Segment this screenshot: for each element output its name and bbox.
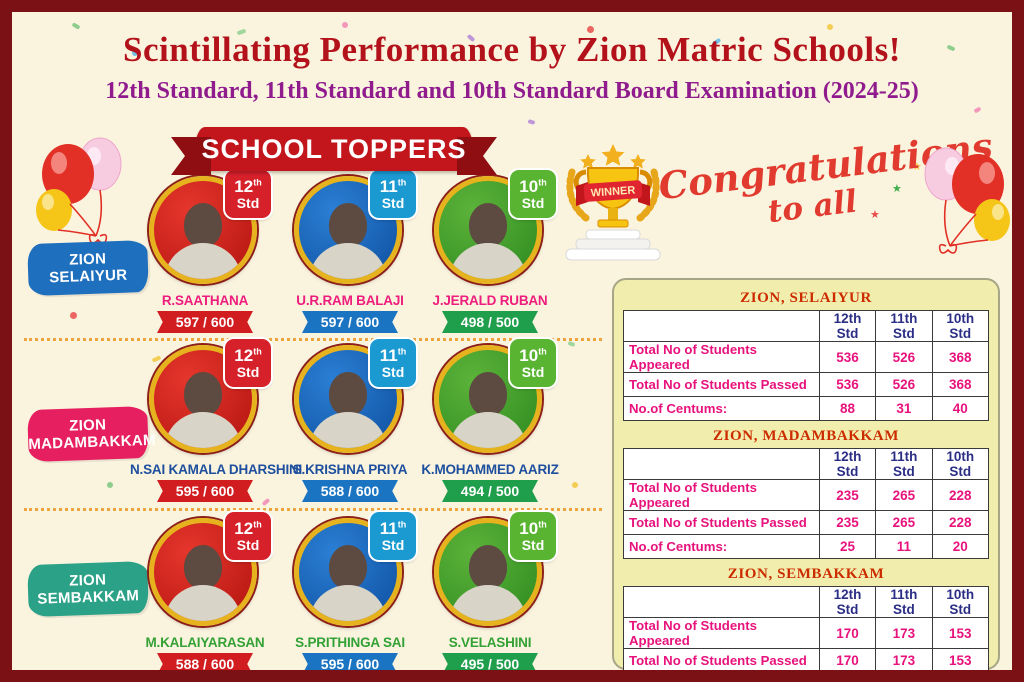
student-name: R.SAATHANA xyxy=(161,293,249,308)
student-card: 10th Std J.JERALD RUBAN 498 / 500 xyxy=(415,170,565,333)
confetti xyxy=(587,26,594,33)
confetti xyxy=(572,482,578,488)
star-decoration: ★ xyxy=(892,183,902,195)
winner-trophy-icon: WINNER xyxy=(552,142,674,266)
student-card: 11th Std U.R.RAM BALAJI 597 / 600 xyxy=(275,170,425,333)
student-card: 11th Std S.KRISHNA PRIYA 588 / 600 xyxy=(275,339,425,502)
table-row: Total No of Students Appeared 170 173 15… xyxy=(623,617,990,649)
column-header: 10th Std xyxy=(931,448,990,480)
student-photo: 12th Std xyxy=(149,170,271,288)
confetti xyxy=(567,340,576,348)
confetti xyxy=(527,119,536,125)
score-ribbon: 597 / 600 xyxy=(157,311,253,333)
student-photo: 11th Std xyxy=(294,170,416,288)
student-name: K.MOHAMMED AARIZ xyxy=(421,462,559,477)
score-ribbon: 595 / 600 xyxy=(302,653,398,670)
student-name: U.R.RAM BALAJI xyxy=(296,293,404,308)
table-row: No.of Centums: 10 13 23 xyxy=(624,673,989,682)
column-header: 11th Std xyxy=(875,448,933,480)
student-card: 10th Std K.MOHAMMED AARIZ 494 / 500 xyxy=(415,339,565,502)
std-badge: 10th Std xyxy=(510,512,556,560)
student-photo: 11th Std xyxy=(294,339,416,457)
std-badge: 10th Std xyxy=(510,339,556,387)
results-table-sembakkam: 12th Std 11th Std 10th Std Total No of S… xyxy=(623,586,990,682)
table-title-madambakkam: ZION, MADAMBAKKAM xyxy=(712,428,900,444)
std-badge: 12th Std xyxy=(225,170,271,218)
page-title: Scintillating Performance by Zion Matric… xyxy=(123,30,901,69)
table-row: Total No of Students Passed 235 265 228 xyxy=(623,510,990,535)
student-photo: 10th Std xyxy=(434,339,556,457)
score-ribbon: 495 / 500 xyxy=(442,653,538,670)
std-badge: 12th Std xyxy=(225,339,271,387)
student-name: N.SAI KAMALA DHARSHINI xyxy=(130,462,303,477)
school-toppers-banner: SCHOOL TOPPERS xyxy=(195,127,473,171)
std-badge: 10th Std xyxy=(510,170,556,218)
score-ribbon: 597 / 600 xyxy=(302,311,398,333)
confetti xyxy=(70,312,77,319)
confetti xyxy=(342,22,348,28)
student-name: S.VELASHINI xyxy=(448,635,532,650)
balloons-icon xyxy=(24,130,136,252)
student-card: 12th Std R.SAATHANA 597 / 600 xyxy=(130,170,280,333)
std-badge: 11th Std xyxy=(370,339,416,387)
results-table-madambakkam: 12th Std 11th Std 10th Std Total No of S… xyxy=(623,448,990,559)
column-header: 10th Std xyxy=(931,310,990,342)
confetti xyxy=(132,50,138,56)
std-badge: 11th Std xyxy=(370,170,416,218)
confetti xyxy=(71,22,81,30)
column-header: 10th Std xyxy=(931,586,990,618)
results-table-selaiyur: 12th Std 11th Std 10th Std Total No of S… xyxy=(623,310,990,421)
student-card: 11th Std S.PRITHINGA SAI 595 / 600 xyxy=(275,512,425,670)
column-header: 12th Std xyxy=(818,586,877,618)
balloons-icon xyxy=(910,140,1012,262)
column-header: 12th Std xyxy=(818,310,877,342)
student-name: M.KALAIYARASAN xyxy=(145,635,265,650)
student-photo: 12th Std xyxy=(149,339,271,457)
confetti xyxy=(973,106,982,114)
star-decoration: ★ xyxy=(870,209,880,221)
table-row: No.of Centums: 25 11 20 xyxy=(623,534,990,559)
row-divider xyxy=(24,508,602,511)
confetti xyxy=(107,482,113,488)
results-panel: ZION, SELAIYUR 12th Std 11th Std 10th St… xyxy=(612,278,1000,670)
svg-text:WINNER: WINNER xyxy=(590,184,635,199)
std-badge: 12th Std xyxy=(225,512,271,560)
std-badge: 11th Std xyxy=(370,512,416,560)
student-name: S.PRITHINGA SAI xyxy=(295,635,405,650)
student-name: J.JERALD RUBAN xyxy=(432,293,548,308)
table-row: No.of Centums: 88 31 40 xyxy=(623,396,990,421)
table-row: Total No of Students Passed 170 173 153 xyxy=(623,648,990,670)
table-title-selaiyur: ZION, SELAIYUR xyxy=(740,290,872,306)
page-subtitle: 12th Standard, 11th Standard and 10th St… xyxy=(105,78,919,104)
score-ribbon: 494 / 500 xyxy=(442,480,538,502)
student-photo: 10th Std xyxy=(434,170,556,288)
table-row: Total No of Students Passed 536 526 368 xyxy=(623,372,990,397)
table-row: Total No of Students Appeared 235 265 22… xyxy=(623,479,990,511)
score-ribbon: 498 / 500 xyxy=(442,311,538,333)
column-header: 11th Std xyxy=(875,310,933,342)
student-photo: 11th Std xyxy=(294,512,416,630)
table-title-sembakkam: ZION, SEMBAKKAM xyxy=(727,566,885,582)
student-card: 12th Std N.SAI KAMALA DHARSHINI 595 / 60… xyxy=(130,339,303,502)
column-header: 12th Std xyxy=(818,448,877,480)
score-ribbon: 588 / 600 xyxy=(302,480,398,502)
column-header: 11th Std xyxy=(875,586,933,618)
student-card: 12th Std M.KALAIYARASAN 588 / 600 xyxy=(130,512,280,670)
confetti xyxy=(827,24,833,30)
table-row: Total No of Students Appeared 536 526 36… xyxy=(623,341,990,373)
score-ribbon: 588 / 600 xyxy=(157,653,253,670)
student-name: S.KRISHNA PRIYA xyxy=(292,462,408,477)
student-photo: 10th Std xyxy=(434,512,556,630)
student-photo: 12th Std xyxy=(149,512,271,630)
row-divider xyxy=(24,338,602,341)
score-ribbon: 595 / 600 xyxy=(157,480,253,502)
star-decoration: ★ xyxy=(912,161,922,173)
student-card: 10th Std S.VELASHINI 495 / 500 xyxy=(415,512,565,670)
